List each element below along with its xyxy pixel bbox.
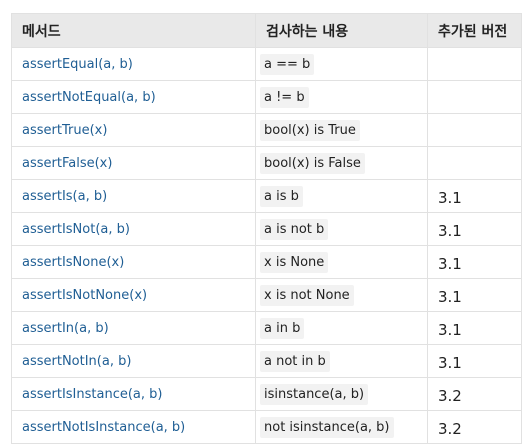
check-code: x is not None xyxy=(260,284,354,306)
version-cell: 3.2 xyxy=(427,377,522,411)
version-cell xyxy=(427,47,522,81)
check-code: bool(x) is False xyxy=(260,152,365,174)
method-link[interactable]: assertFalse(x) xyxy=(22,155,113,171)
method-link[interactable]: assertIsNone(x) xyxy=(22,254,125,270)
table-row: assertIs(a, b) a is b 3.1 xyxy=(11,179,522,213)
check-code: a not in b xyxy=(260,350,330,372)
method-link[interactable]: assertNotEqual(a, b) xyxy=(22,89,156,105)
check-cell: a == b xyxy=(255,47,428,81)
check-code: not isinstance(a, b) xyxy=(260,416,394,438)
method-link[interactable]: assertIsNot(a, b) xyxy=(22,221,130,237)
table-row: assertEqual(a, b) a == b xyxy=(11,47,522,81)
check-cell: isinstance(a, b) xyxy=(255,377,428,411)
check-cell: a is not b xyxy=(255,212,428,246)
table-row: assertNotIn(a, b) a not in b 3.1 xyxy=(11,344,522,378)
method-link[interactable]: assertEqual(a, b) xyxy=(22,56,133,72)
header-method: 메서드 xyxy=(11,13,256,48)
check-code: a in b xyxy=(260,317,305,339)
check-cell: a is b xyxy=(255,179,428,213)
header-version: 추가된 버전 xyxy=(427,13,522,48)
method-cell: assertTrue(x) xyxy=(11,113,256,147)
version-cell: 3.1 xyxy=(427,212,522,246)
check-code: a is not b xyxy=(260,218,329,240)
version-cell: 3.1 xyxy=(427,278,522,312)
table-row: assertIn(a, b) a in b 3.1 xyxy=(11,311,522,345)
method-cell: assertIsNotNone(x) xyxy=(11,278,256,312)
version-cell: 3.1 xyxy=(427,179,522,213)
version-cell xyxy=(427,80,522,114)
version-cell: 3.1 xyxy=(427,344,522,378)
table-row: assertNotEqual(a, b) a != b xyxy=(11,80,522,114)
version-cell: 3.1 xyxy=(427,245,522,279)
table-header-row: 메서드 검사하는 내용 추가된 버전 xyxy=(11,13,522,48)
method-cell: assertIn(a, b) xyxy=(11,311,256,345)
table-row: assertTrue(x) bool(x) is True xyxy=(11,113,522,147)
check-code: a is b xyxy=(260,185,303,207)
check-code: isinstance(a, b) xyxy=(260,383,369,405)
method-cell: assertIsNot(a, b) xyxy=(11,212,256,246)
method-link[interactable]: assertTrue(x) xyxy=(22,122,108,138)
table-row: assertIsNot(a, b) a is not b 3.1 xyxy=(11,212,522,246)
check-code: a != b xyxy=(260,86,309,108)
check-cell: x is None xyxy=(255,245,428,279)
method-link[interactable]: assertIn(a, b) xyxy=(22,320,109,336)
table-row: assertNotIsInstance(a, b) not isinstance… xyxy=(11,410,522,444)
method-cell: assertNotEqual(a, b) xyxy=(11,80,256,114)
method-cell: assertEqual(a, b) xyxy=(11,47,256,81)
check-cell: bool(x) is True xyxy=(255,113,428,147)
method-cell: assertIsNone(x) xyxy=(11,245,256,279)
version-cell: 3.1 xyxy=(427,311,522,345)
method-cell: assertIsInstance(a, b) xyxy=(11,377,256,411)
method-cell: assertNotIsInstance(a, b) xyxy=(11,410,256,444)
method-cell: assertIs(a, b) xyxy=(11,179,256,213)
check-cell: not isinstance(a, b) xyxy=(255,410,428,444)
table-row: assertIsNotNone(x) x is not None 3.1 xyxy=(11,278,522,312)
method-link[interactable]: assertIsNotNone(x) xyxy=(22,287,148,303)
table-row: assertFalse(x) bool(x) is False xyxy=(11,146,522,180)
check-code: bool(x) is True xyxy=(260,119,360,141)
method-link[interactable]: assertNotIsInstance(a, b) xyxy=(22,419,186,435)
check-cell: a in b xyxy=(255,311,428,345)
method-cell: assertNotIn(a, b) xyxy=(11,344,256,378)
header-check: 검사하는 내용 xyxy=(255,13,428,48)
version-cell: 3.2 xyxy=(427,410,522,444)
check-cell: a != b xyxy=(255,80,428,114)
check-cell: a not in b xyxy=(255,344,428,378)
check-cell: bool(x) is False xyxy=(255,146,428,180)
check-cell: x is not None xyxy=(255,278,428,312)
assert-methods-table: 메서드 검사하는 내용 추가된 버전 assertEqual(a, b) a =… xyxy=(11,13,522,444)
method-cell: assertFalse(x) xyxy=(11,146,256,180)
assert-methods-table-container: 메서드 검사하는 내용 추가된 버전 assertEqual(a, b) a =… xyxy=(11,13,522,444)
table-row: assertIsNone(x) x is None 3.1 xyxy=(11,245,522,279)
method-link[interactable]: assertIsInstance(a, b) xyxy=(22,386,163,402)
version-cell xyxy=(427,146,522,180)
check-code: a == b xyxy=(260,53,315,75)
method-link[interactable]: assertIs(a, b) xyxy=(22,188,108,204)
version-cell xyxy=(427,113,522,147)
table-row: assertIsInstance(a, b) isinstance(a, b) … xyxy=(11,377,522,411)
check-code: x is None xyxy=(260,251,329,273)
method-link[interactable]: assertNotIn(a, b) xyxy=(22,353,132,369)
